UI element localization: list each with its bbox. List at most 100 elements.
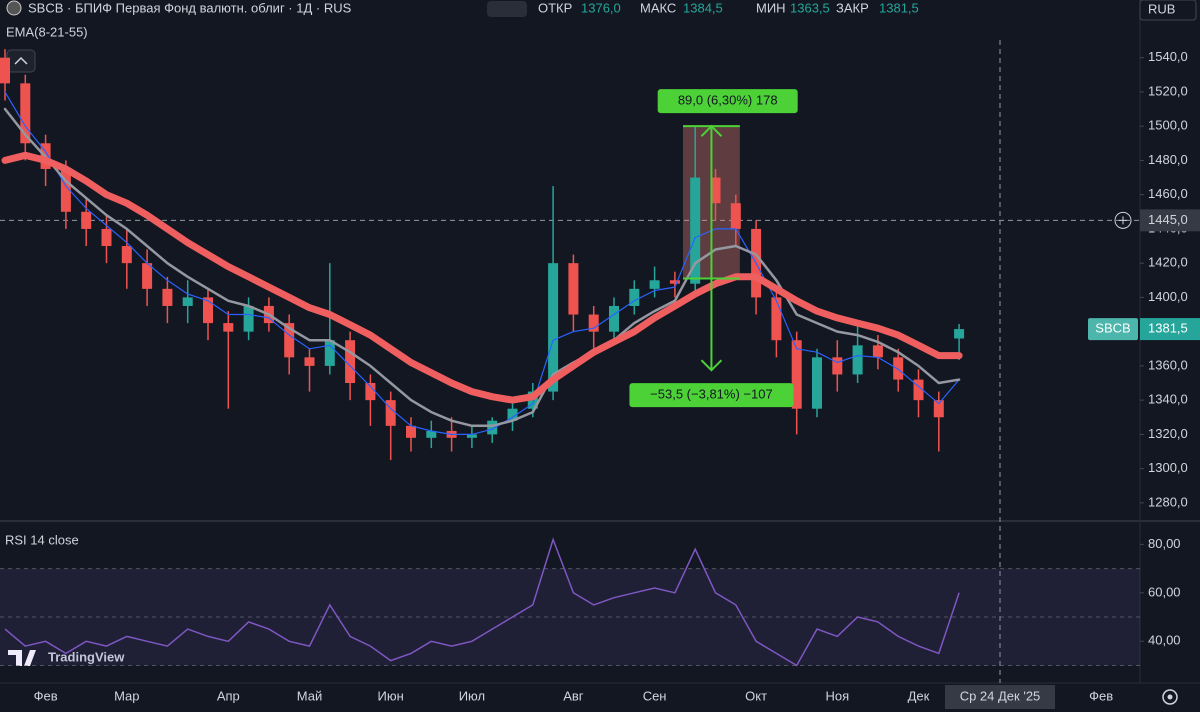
candle-body: [0, 57, 10, 84]
candle-body: [548, 263, 559, 392]
candle-body: [730, 203, 741, 229]
y-tick-label: 40,00: [1148, 633, 1181, 648]
candle-body: [629, 288, 640, 306]
settings-icon[interactable]: [1162, 689, 1178, 705]
ema-line: [4, 91, 960, 435]
x-tick-label: Июн: [378, 688, 404, 703]
candle-body: [609, 305, 619, 332]
ohlc-value: 1384,5: [683, 0, 723, 15]
y-tick-label: 60,00: [1148, 584, 1181, 599]
y-tick-label: 80,00: [1148, 536, 1181, 551]
crosshair-date-label: Ср 24 Дек '25: [960, 688, 1041, 703]
ohlc-label: ОТКР: [538, 0, 572, 15]
x-tick-label: Фев: [1089, 688, 1113, 703]
y-tick-label: 1300,0: [1148, 460, 1188, 475]
y-tick-label: 1360,0: [1148, 357, 1188, 372]
collapse-button[interactable]: [6, 49, 36, 73]
candle-body: [406, 425, 416, 438]
candle-body: [690, 177, 701, 284]
candle-body: [852, 345, 863, 375]
x-tick-label: Апр: [217, 688, 240, 703]
x-tick-label: Дек: [908, 688, 930, 703]
candle-body: [426, 430, 437, 438]
measure-label: −53,5 (−3,81%) −107: [650, 387, 773, 402]
candle-body: [913, 379, 924, 401]
y-tick-label: 1480,0: [1148, 152, 1188, 167]
candle-body: [832, 357, 843, 375]
y-tick-label: 1400,0: [1148, 289, 1188, 304]
candle-body: [791, 340, 802, 409]
y-tick-label: 1540,0: [1148, 49, 1188, 64]
crosshair-plus: [1114, 211, 1132, 229]
collapse-icon: [14, 56, 28, 65]
candle-body: [284, 323, 295, 358]
symbol-title: SBCB · БПИФ Первая Фонд валютн. облиг · …: [28, 0, 352, 15]
last-price-box: [1140, 318, 1200, 341]
candle-body: [304, 357, 315, 366]
candle-body: [893, 357, 904, 380]
candle-body: [20, 83, 31, 144]
ema-line: [1, 151, 963, 404]
y-tick-label: 1500,0: [1148, 118, 1188, 133]
ohlc-value: 1376,0: [581, 0, 621, 15]
candle-body: [182, 297, 193, 306]
y-tick-label: 1460,0: [1148, 186, 1188, 201]
candle-body: [223, 323, 234, 332]
x-tick-label: Май: [297, 688, 322, 703]
candle-body: [812, 357, 822, 409]
candle-body: [365, 383, 376, 401]
candle-body: [81, 211, 92, 229]
candle-body: [649, 280, 660, 289]
y-tick-label: 1280,0: [1148, 494, 1188, 509]
indicator-label: EMA(8-21-55): [6, 24, 88, 39]
candle-body: [243, 305, 254, 332]
x-tick-label: Авг: [563, 688, 584, 703]
toggle[interactable]: [487, 1, 527, 17]
candle-body: [771, 297, 782, 341]
ohlc-label: МИН: [756, 0, 786, 15]
currency: RUB: [1148, 1, 1175, 16]
measure-label: 89,0 (6,30%) 178: [678, 93, 778, 108]
candle-body: [710, 177, 721, 204]
x-tick-label: Мар: [114, 688, 139, 703]
candle-body: [101, 228, 112, 247]
x-tick-label: Фев: [34, 688, 58, 703]
candle-body: [568, 263, 579, 315]
candle-body: [345, 340, 356, 384]
last-price-label: 1381,5: [1148, 321, 1188, 336]
rsi-title: RSI 14 close: [5, 532, 79, 547]
candle-body: [669, 280, 680, 284]
crosshair-plus-icon: [1119, 216, 1127, 225]
y-tick-label: 1340,0: [1148, 392, 1188, 407]
candle-body: [872, 345, 883, 358]
ohlc-value: 1381,5: [879, 0, 919, 15]
arrow-head: [700, 124, 723, 137]
y-tick-label: 1420,0: [1148, 255, 1188, 270]
last-price-name: SBCB: [1095, 321, 1130, 336]
ohlc-label: МАКС: [640, 0, 676, 15]
ohlc-label: ЗАКР: [836, 0, 869, 15]
x-tick-label: Окт: [745, 688, 767, 703]
ohlc-legend: ОТКР 1376,0 МАКС 1384,5 МИН 1363,5 ЗАКР 1381,5: [538, 0, 919, 15]
candle-body: [142, 263, 153, 289]
symbol-icon: [6, 0, 22, 16]
rsi-line: [4, 537, 960, 667]
crosshair-price-box: [1140, 209, 1200, 232]
candle-body: [487, 420, 498, 435]
y-tick-label: 1520,0: [1148, 83, 1188, 98]
crosshair-price-label: 1445,0: [1148, 212, 1188, 227]
candle-body: [507, 408, 518, 421]
candle-body: [588, 314, 599, 332]
candle-body: [203, 297, 213, 324]
candle-body: [954, 329, 965, 339]
candle-body: [121, 246, 132, 264]
x-tick-label: Ноя: [825, 688, 849, 703]
branding-logo: [8, 650, 36, 666]
candle-body: [60, 168, 71, 212]
x-tick-label: Сен: [643, 688, 667, 703]
ohlc-value: 1363,5: [790, 0, 830, 15]
settings-icon-center: [1167, 694, 1173, 700]
currency-button[interactable]: [1139, 0, 1197, 21]
last-price-name-box: [1088, 318, 1138, 341]
